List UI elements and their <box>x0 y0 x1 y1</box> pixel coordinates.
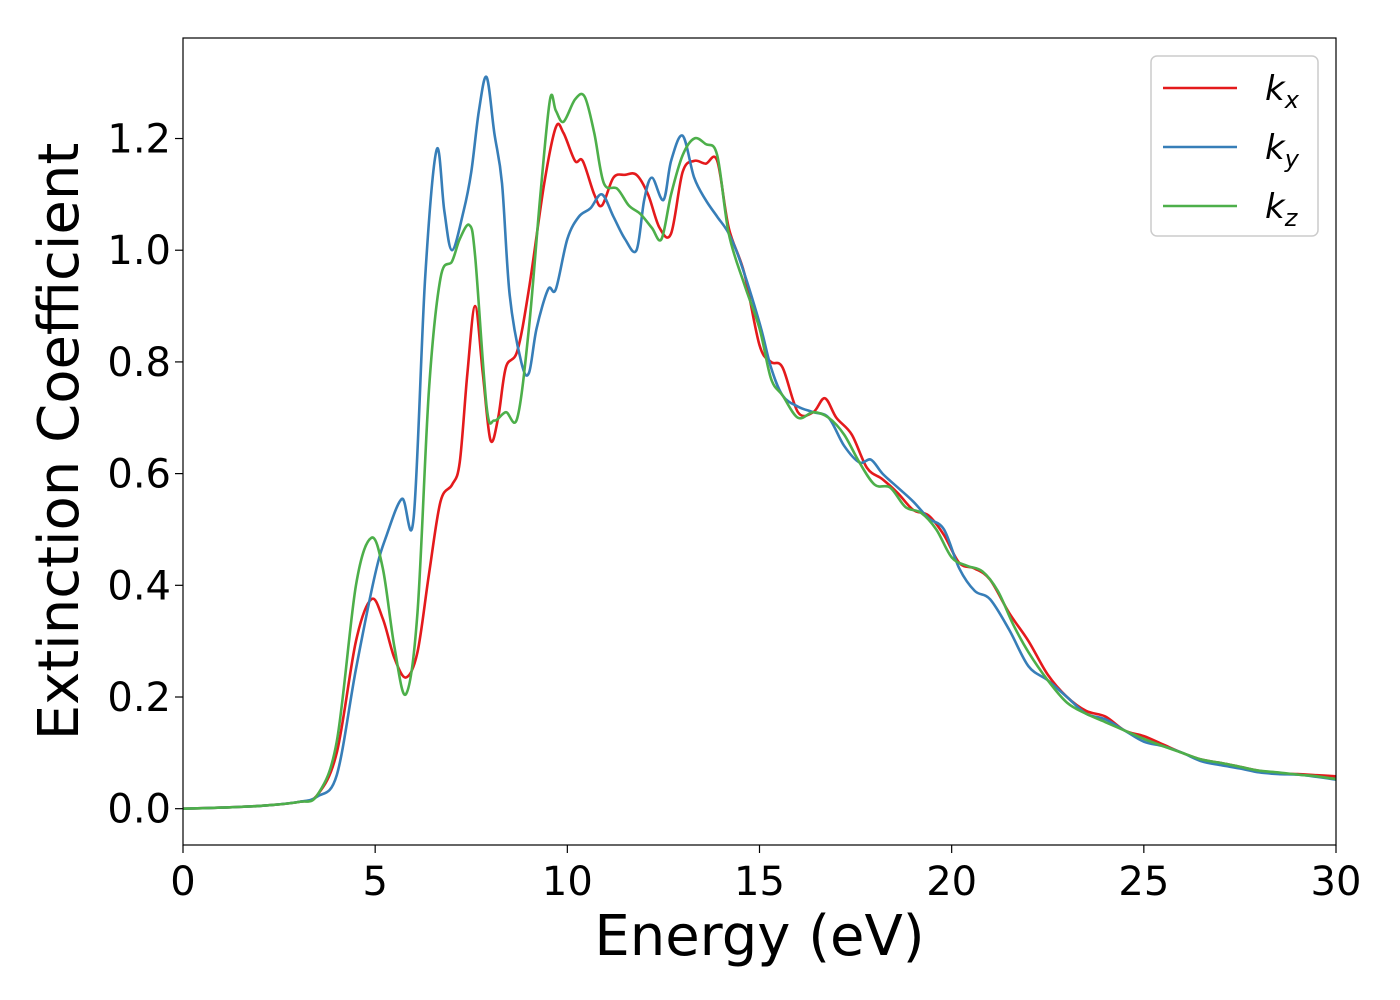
y-tick-label: 0.2 <box>107 675 171 721</box>
legend-label-y: ky <box>1265 128 1300 173</box>
x-tick-label: 15 <box>734 859 785 905</box>
y-tick-label: 0.0 <box>107 787 171 833</box>
y-tick-label: 0.8 <box>107 340 171 386</box>
x-tick-label: 0 <box>170 859 195 905</box>
ticks-layer: 0 5 10 15 20 25 30 0.0 0.2 0.4 0.6 0.8 1.0 1.2 <box>107 117 1361 905</box>
series-line-y <box>183 75 1336 810</box>
series-line-x <box>183 122 1336 810</box>
series-layer <box>183 75 1336 810</box>
x-tick-label: 25 <box>1118 859 1169 905</box>
x-tick-label: 30 <box>1311 859 1362 905</box>
x-tick-label: 20 <box>926 859 977 905</box>
y-tick-label: 1.0 <box>107 228 171 274</box>
y-tick-label: 0.4 <box>107 563 171 609</box>
legend-label-x: kx <box>1265 69 1300 114</box>
x-tick-label: 5 <box>362 859 387 905</box>
x-tick-label: 10 <box>542 859 593 905</box>
legend: kx ky kz <box>1150 55 1319 237</box>
y-tick-label: 0.6 <box>107 452 171 498</box>
legend-label-z: kz <box>1265 187 1299 232</box>
y-axis-title: Extinction Coefficient <box>27 143 92 741</box>
x-axis-title: Energy (eV) <box>594 904 924 969</box>
y-tick-label: 1.2 <box>107 117 171 163</box>
series-line-z <box>183 92 1336 810</box>
